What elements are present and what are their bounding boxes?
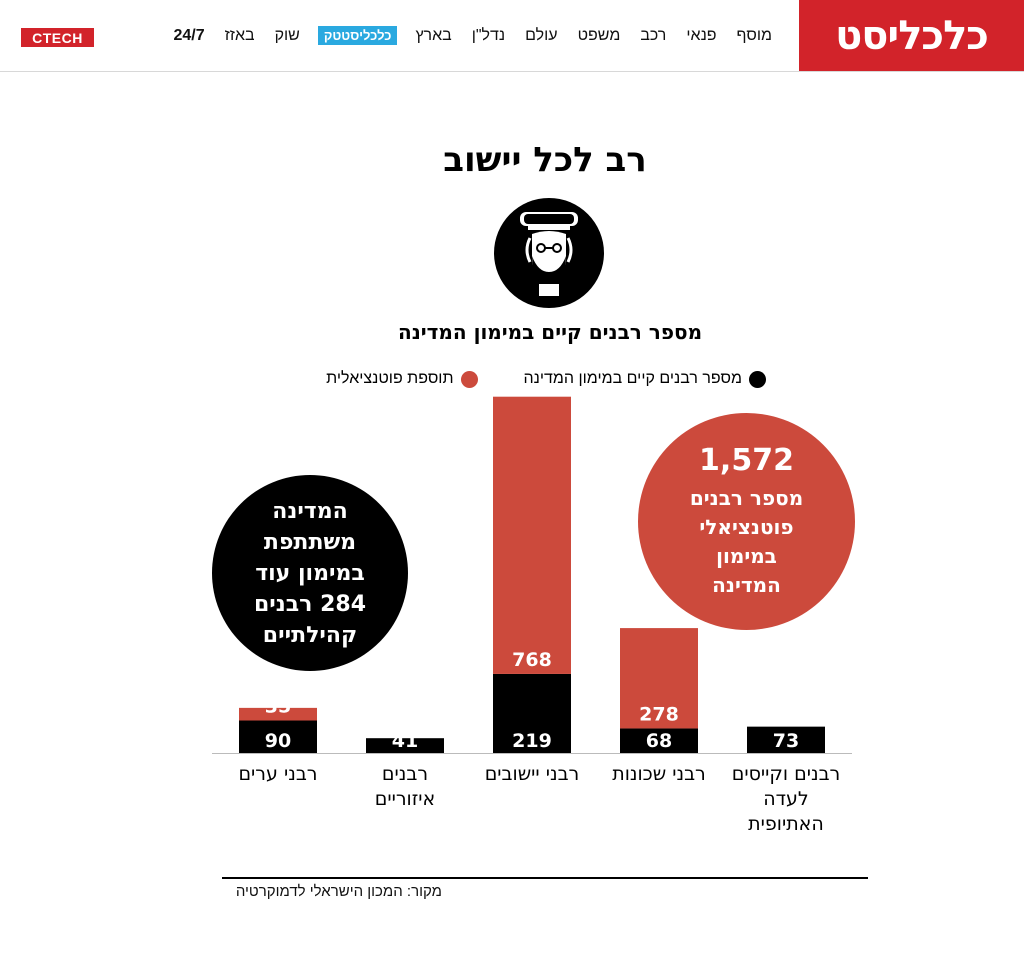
nav-item[interactable]: 24/7 xyxy=(173,26,205,44)
rabbi-face-icon xyxy=(494,198,604,308)
bar-value-label: 68 xyxy=(646,730,672,752)
category-label: רבני ערים xyxy=(238,763,318,785)
nav-item[interactable]: נדל"ן xyxy=(471,26,506,44)
bubble-text-line: קהילתיים xyxy=(262,622,358,648)
legend-label: תוספת פוטנציאלית xyxy=(326,370,454,387)
nav-item[interactable]: באזז xyxy=(224,26,255,44)
bubble-text-line: במימון עוד xyxy=(255,560,365,586)
potential-total-number: 1,572 xyxy=(699,443,794,478)
bubble-text-line: 284 רבנים xyxy=(253,591,367,617)
bar-potential xyxy=(493,396,571,674)
bar-value-label: 278 xyxy=(639,703,679,725)
bubble-text-line: המדינה xyxy=(272,498,348,524)
annotation-bubble-community-rabbis: המדינה משתתפת במימון עוד 284 רבנים קהילתיים xyxy=(212,475,408,671)
chart-legend: מספר רבנים קיים במימון המדינה תוספת פוטנ… xyxy=(326,370,766,388)
category-label: רבני שכונות xyxy=(612,763,706,785)
bar-existing xyxy=(239,720,317,753)
nav-menu: 24/7 באזז שוק כלכליסטטק בארץ נדל"ן עולם משפט רכב… xyxy=(163,0,782,71)
chart-subtitle: מספר רבנים קיים במימון המדינה xyxy=(397,320,703,344)
nav-item[interactable]: משפט xyxy=(577,26,621,44)
top-nav: כלכליסט 24/7 באזז שוק כלכליסטטק בארץ נדל"ן עול… xyxy=(0,0,1024,72)
bar-existing xyxy=(366,738,444,753)
nav-item[interactable]: רכב xyxy=(640,26,667,44)
potential-total-text: מספר רבנים פוטנציאלי במימון המדינה xyxy=(690,484,803,600)
bar-potential xyxy=(620,628,698,729)
legend-swatch xyxy=(749,370,766,388)
legend-item-existing: מספר רבנים קיים במימון המדינה xyxy=(524,370,766,388)
legend-label: מספר רבנים קיים במימון המדינה xyxy=(523,370,742,387)
bar-existing xyxy=(747,726,825,753)
legend-swatch xyxy=(460,370,478,388)
bubble-text-line: משתתפת xyxy=(263,529,357,555)
bar-value-label: 41 xyxy=(392,730,418,752)
source-note: מקור: המכון הישראלי לדמוקרטיה xyxy=(235,883,442,900)
bar-value-label: 768 xyxy=(512,649,552,671)
site-logo[interactable]: כלכליסט xyxy=(799,0,1024,71)
nav-item[interactable]: מוסף xyxy=(736,26,772,44)
nav-item[interactable]: עולם xyxy=(525,26,558,44)
bottom-divider xyxy=(222,877,868,879)
bar-existing xyxy=(620,728,698,753)
bubble-text-line: מספר רבנים xyxy=(689,486,804,510)
bar-value-label: 35 xyxy=(265,696,291,718)
nav-item[interactable]: בארץ xyxy=(415,26,452,44)
legend-item-potential: תוספת פוטנציאלית xyxy=(326,370,478,388)
bar-existing xyxy=(493,673,571,753)
infographic-title: רב לכל יישוב xyxy=(443,140,647,180)
bubble-text-line: המדינה xyxy=(712,573,781,597)
ctech-link[interactable]: CTECH xyxy=(21,28,94,47)
nav-item[interactable]: שוק xyxy=(274,26,300,44)
nav-item[interactable]: פנאי xyxy=(686,26,717,44)
annotation-bubble-potential-total: 1,572 מספר רבנים פוטנציאלי במימון המדינה xyxy=(638,413,855,630)
bar-value-label: 219 xyxy=(512,730,552,752)
bar-potential xyxy=(239,707,317,721)
category-label: רבנים איזוריים xyxy=(374,763,436,810)
category-label: רבני יישובים xyxy=(484,763,580,785)
bubble-text-line: פוטנציאלי xyxy=(699,515,794,539)
nav-item[interactable]: כלכליסטטק xyxy=(317,26,398,45)
category-label: רבנים וקייסים לעדה האתיופית xyxy=(731,763,841,835)
bubble-text-line: במימון xyxy=(716,544,777,568)
bar-value-label: 90 xyxy=(265,730,291,752)
bar-value-label: 73 xyxy=(773,730,799,752)
